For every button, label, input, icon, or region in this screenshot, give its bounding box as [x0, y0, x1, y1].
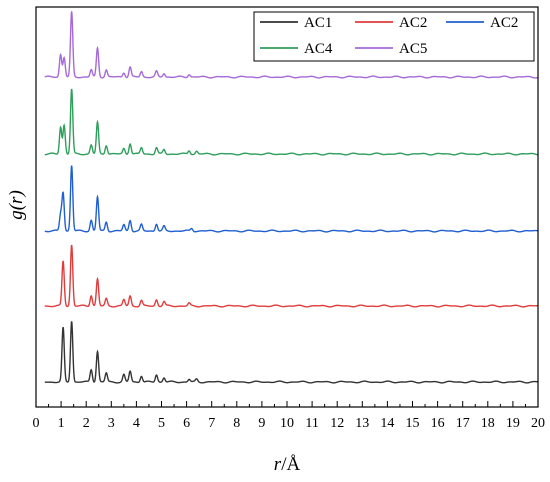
- x-tick-label: 1: [58, 416, 65, 431]
- x-tick-label: 3: [108, 416, 115, 431]
- legend-label-ac4-4: AC4: [304, 41, 333, 57]
- series-line-ac2-2: [44, 244, 539, 308]
- y-axis-title: g(r): [6, 190, 27, 220]
- legend-label-ac1-1: AC1: [304, 15, 332, 31]
- legend-box: [253, 11, 535, 62]
- x-tick-label: 14: [380, 416, 394, 431]
- x-tick-label: 18: [481, 416, 495, 431]
- x-tick-label: 13: [355, 416, 369, 431]
- x-tick-label: 7: [208, 416, 215, 431]
- x-tick-label: 0: [33, 416, 40, 431]
- legend-label-ac5-5: AC5: [399, 41, 427, 57]
- x-tick-label: 15: [406, 416, 420, 431]
- series-line-ac1-1: [44, 321, 539, 384]
- x-tick-label: 17: [456, 416, 470, 431]
- series-lines-layer: [44, 11, 539, 384]
- x-tick-label: 12: [330, 416, 344, 431]
- x-tick-label: 10: [280, 416, 294, 431]
- series-line-ac2-3: [44, 165, 539, 233]
- x-tick-label: 11: [305, 416, 318, 431]
- series-line-ac4-4: [44, 88, 539, 156]
- x-tick-label: 5: [158, 416, 165, 431]
- x-tick-label: 6: [183, 416, 190, 431]
- x-tick-label: 2: [83, 416, 90, 431]
- series-line-ac5-5: [44, 11, 539, 79]
- x-tick-label: 20: [531, 416, 545, 431]
- x-tick-label: 4: [133, 416, 140, 431]
- x-tick-label: 19: [506, 416, 520, 431]
- legend-label-ac2-2: AC2: [399, 15, 427, 31]
- legend: AC1 AC2 AC2 AC4 AC5: [253, 11, 535, 62]
- x-axis-title: r/Å: [274, 454, 301, 475]
- legend-label-ac2-3: AC2: [490, 15, 518, 31]
- x-tick-label: 9: [258, 416, 265, 431]
- x-tick-label: 8: [233, 416, 240, 431]
- x-axis-ticks: 0 1 2 3 4 5 6 7 8 9 10 11 12 13 14 15 16 17 18 19 20: [33, 401, 545, 431]
- plot-frame: [35, 6, 539, 408]
- x-tick-label: 16: [431, 416, 445, 431]
